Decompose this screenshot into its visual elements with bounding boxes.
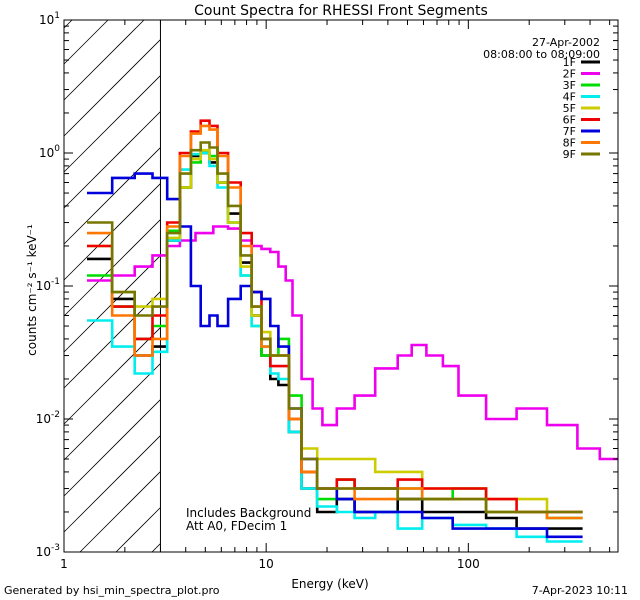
legend-label-4F: 4F	[563, 91, 576, 104]
hatch-line	[63, 399, 161, 497]
hatch-line	[63, 147, 161, 245]
legend-label-7F: 7F	[563, 125, 576, 138]
hatch-line	[115, 507, 161, 553]
annotation-background: Includes Background	[186, 506, 311, 520]
series-line-1F	[87, 151, 583, 530]
series-layer	[87, 119, 618, 543]
series-line-7F	[87, 172, 583, 539]
y-tick-label: 10-1	[36, 277, 60, 293]
hatch-line	[63, 75, 161, 173]
y-tick-label: 100	[39, 144, 60, 160]
legend-label-9F: 9F	[563, 148, 576, 161]
series-line-6F	[87, 119, 583, 514]
series-line-9F	[87, 141, 583, 514]
x-tick-label: 1	[60, 557, 68, 571]
hatch-line	[63, 19, 109, 65]
hatch-line	[63, 111, 161, 209]
y-tick-label: 10-3	[36, 543, 60, 559]
chart-title: Count Spectra for RHESSI Front Segments	[194, 3, 488, 19]
annotation-attenuator: Att A0, FDecim 1	[186, 519, 287, 533]
legend-label-6F: 6F	[563, 114, 576, 127]
x-tick-label: 100	[457, 557, 480, 571]
excluded-region-hatch	[63, 19, 161, 553]
legend-label-3F: 3F	[563, 79, 576, 92]
x-tick-label: 10	[259, 557, 274, 571]
legend-label-2F: 2F	[563, 68, 576, 81]
series-line-5F	[87, 148, 583, 514]
x-axis-label: Energy (keV)	[291, 577, 368, 591]
legend-date: 27-Apr-2002	[532, 36, 600, 49]
y-tick-label: 101	[39, 11, 60, 27]
footer-generated-by: Generated by hsi_min_spectra_plot.pro	[4, 584, 220, 597]
legend-label-5F: 5F	[563, 102, 576, 115]
y-tick-label: 10-2	[36, 410, 60, 426]
hatch-line	[79, 471, 161, 553]
hatch-line	[151, 543, 161, 553]
legend-label-8F: 8F	[563, 137, 576, 150]
legend-label-1F: 1F	[563, 56, 576, 69]
series-line-2F	[87, 225, 618, 461]
legend-time-range: 08:08:00 to 08:09:00	[483, 48, 600, 61]
hatch-line	[63, 363, 161, 461]
footer-date: 7-Apr-2023 10:11	[532, 584, 628, 597]
y-axis-label: counts cm⁻² s⁻¹ keV⁻¹	[25, 224, 39, 356]
hatch-line	[63, 435, 161, 533]
plot-frame	[63, 19, 619, 553]
hatch-line	[63, 19, 145, 101]
hatch-line	[63, 327, 161, 425]
hatch-line	[63, 19, 73, 29]
series-line-3F	[87, 151, 583, 520]
hatch-line	[63, 39, 161, 137]
